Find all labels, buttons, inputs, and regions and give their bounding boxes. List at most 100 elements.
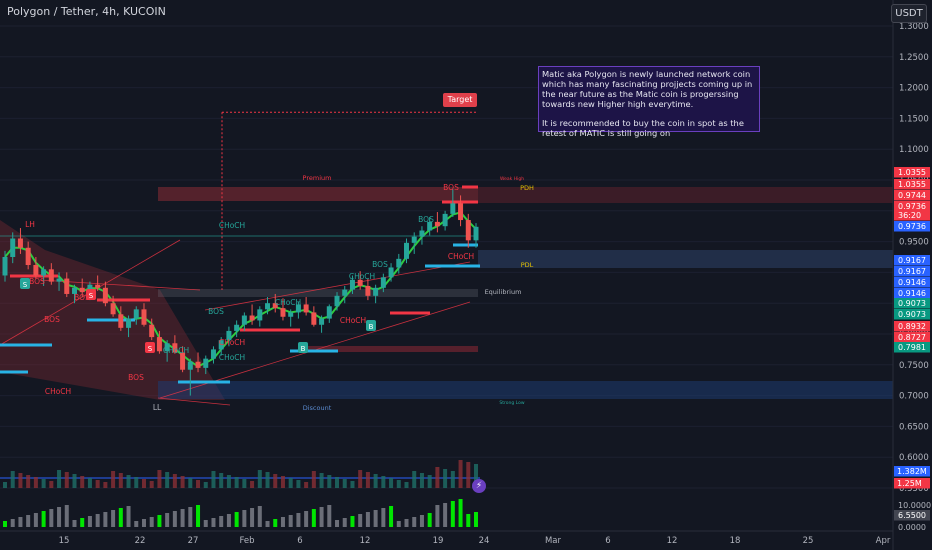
oscillator-bar xyxy=(134,521,139,527)
oscillator-bar xyxy=(211,518,216,527)
zone-label: Equilibrium xyxy=(485,288,522,296)
price-tick: 0.6000 xyxy=(899,453,929,463)
price-tag xyxy=(894,309,930,320)
osc-tag xyxy=(894,510,930,521)
lightning-icon[interactable]: ⚡ xyxy=(472,479,486,493)
candle-body xyxy=(64,278,70,294)
candle-body xyxy=(411,236,417,243)
candle-body xyxy=(272,303,278,309)
candle-body xyxy=(365,285,371,296)
candle-body xyxy=(427,221,433,231)
volume-bar xyxy=(466,462,471,488)
candle-body xyxy=(334,295,340,307)
volume-bar xyxy=(226,475,231,488)
volume-bar xyxy=(149,481,154,488)
osc-tick: 0.0000 xyxy=(898,523,926,532)
target-label: Target xyxy=(443,93,477,107)
volume-bar xyxy=(180,476,185,488)
currency-button[interactable]: USDT xyxy=(891,4,927,23)
structure-label: BOS xyxy=(74,293,90,302)
oscillator-bar xyxy=(203,520,208,527)
candle-body xyxy=(164,343,170,352)
price-tag-text: 0.9744 xyxy=(898,191,926,200)
oscillator-bar xyxy=(165,513,170,527)
candle-body xyxy=(257,309,263,321)
structure-label: CHoCH xyxy=(219,221,245,230)
price-tick: 0.7500 xyxy=(899,361,929,371)
volume-bar xyxy=(296,480,301,488)
candle-body xyxy=(2,257,8,276)
candle-body xyxy=(373,287,379,296)
candle-body xyxy=(102,287,108,304)
volume-bar xyxy=(373,474,378,488)
oscillator-bar xyxy=(226,514,231,527)
structure-labels: LH BOS BOS BOS CHoCH CHoCH BOS CHoCH CHoCH BOS CHo… xyxy=(20,183,474,412)
candle-body xyxy=(280,308,286,317)
volume-bar xyxy=(250,481,255,488)
oscillator-bar xyxy=(87,516,92,527)
price-tick: 1.1000 xyxy=(899,145,929,155)
time-tick: Mar xyxy=(545,536,562,546)
zone-label: PDL xyxy=(521,261,534,269)
candle-body xyxy=(434,221,440,227)
candle-body xyxy=(41,269,47,276)
volume-bar xyxy=(95,480,100,488)
signal-marker-text: S xyxy=(23,281,28,289)
volume-bar xyxy=(80,476,85,488)
oscillator-bar xyxy=(234,512,239,527)
volume-bar xyxy=(87,478,92,488)
candle-body xyxy=(349,279,355,290)
structure-label: BOS xyxy=(44,315,60,324)
oscillator-bar xyxy=(350,516,355,527)
volume-bar xyxy=(172,474,177,488)
structure-label: LH xyxy=(25,220,35,229)
price-tag xyxy=(894,255,930,266)
volume-bar xyxy=(203,482,208,488)
oscillator-bar xyxy=(396,521,401,527)
volume-bar xyxy=(57,470,62,488)
structure-label: LL xyxy=(153,403,162,412)
volume-bar xyxy=(242,479,247,488)
candle-body xyxy=(473,226,479,241)
time-tick: Feb xyxy=(239,536,254,546)
oscillator-bar xyxy=(196,505,201,527)
oscillator-bar xyxy=(319,507,324,527)
price-tag xyxy=(894,190,930,201)
candle-body xyxy=(241,315,247,325)
time-tick: 15 xyxy=(59,536,70,546)
oscillator-bar xyxy=(257,506,262,527)
volume-bar xyxy=(327,475,332,488)
oscillator-bar xyxy=(381,508,386,527)
oscillator-bar xyxy=(49,509,54,527)
signal-marker-text: B xyxy=(301,345,306,353)
price-tag xyxy=(894,266,930,277)
structure-label: BOS xyxy=(418,215,434,224)
oscillator-bar xyxy=(458,499,463,527)
candle-body xyxy=(79,287,85,293)
structure-label: BOS xyxy=(128,373,144,382)
oscillator-bar xyxy=(103,512,108,527)
volume-bar xyxy=(288,478,293,488)
volume-tag-text: 1.382M xyxy=(897,467,927,476)
volume-bar xyxy=(265,472,270,488)
time-tick: 22 xyxy=(135,536,146,546)
oscillator-bar xyxy=(288,515,293,527)
oscillator-bar xyxy=(358,514,363,527)
oscillator-bar xyxy=(296,513,301,527)
oscillator-bar xyxy=(80,518,85,527)
zone-label: PDH xyxy=(520,184,534,192)
osc-tick: 10.0000 xyxy=(898,501,931,510)
candle-body xyxy=(303,304,309,313)
time-tick: 12 xyxy=(667,536,678,546)
candle-body xyxy=(295,304,301,313)
price-tag xyxy=(894,201,930,212)
candle-body xyxy=(388,267,394,278)
candle-body xyxy=(319,318,325,325)
zone-label: Weak High xyxy=(500,176,524,182)
oscillator-bar xyxy=(180,509,185,527)
oscillator-bar xyxy=(57,507,62,527)
signal-marker xyxy=(145,342,155,353)
volume-bar xyxy=(427,475,432,488)
candle-body xyxy=(450,203,456,214)
